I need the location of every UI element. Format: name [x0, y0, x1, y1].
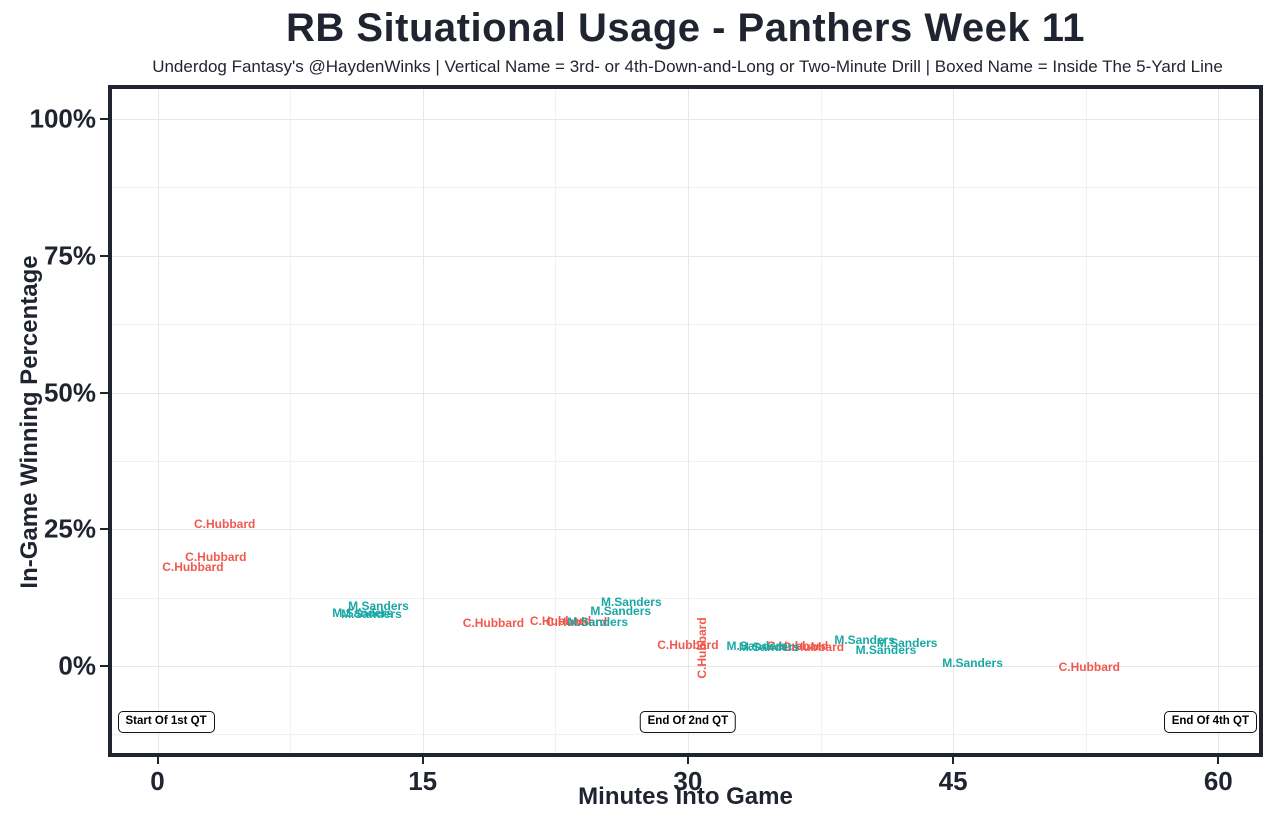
- x-tick-label: 0: [150, 766, 165, 796]
- gridline-x-major: [1218, 89, 1220, 753]
- gridline-x-major: [422, 89, 424, 753]
- data-point-label-msanders: M.Sanders: [726, 638, 788, 653]
- gridline-y-major: [112, 529, 1259, 531]
- gridline-x-minor: [290, 89, 292, 753]
- gridline-y-major: [112, 666, 1259, 667]
- x-tick-label: 30: [673, 766, 703, 796]
- x-tick-mark: [686, 757, 689, 764]
- y-tick-mark: [100, 254, 108, 257]
- gridline-y-minor: [112, 460, 1259, 462]
- chart-subtitle: Underdog Fantasy's @HaydenWinks | Vertic…: [152, 57, 1223, 76]
- data-point-label-msanders: M.Sanders: [567, 615, 629, 630]
- x-tick-mark: [156, 757, 159, 764]
- y-axis-title: In-Game Winning Percentage: [16, 255, 43, 589]
- data-point-label-msanders: M.Sanders: [876, 636, 938, 651]
- annotation-box: End Of 4th QT: [1163, 711, 1257, 734]
- data-point-label-msanders: M.Sanders: [332, 605, 393, 620]
- data-point-label-chubbard: C.Hubbard: [766, 638, 829, 653]
- data-point-label-msanders: M.Sanders: [341, 607, 402, 622]
- gridline-x-minor: [555, 89, 557, 753]
- data-point-label-chubbard: C.Hubbard: [194, 516, 256, 531]
- gridline-y-minor: [112, 597, 1259, 599]
- data-point-label-chubbard: C.Hubbard: [657, 638, 719, 653]
- x-tick-label: 15: [408, 766, 438, 796]
- data-point-label-msanders: M.Sanders: [834, 632, 896, 647]
- y-tick-label: 75%: [43, 240, 96, 271]
- data-point-label-msanders: M.Sanders: [600, 595, 662, 609]
- chart-title: RB Situational Usage - Panthers Week 11: [285, 6, 1085, 50]
- x-tick-mark: [421, 757, 424, 764]
- data-point-label-msanders: M.Sanders: [590, 603, 652, 618]
- x-tick-mark: [1217, 757, 1220, 764]
- annotation-box: End Of 2nd QT: [639, 711, 737, 734]
- data-point-label-chubbard: C.Hubbard: [695, 617, 710, 679]
- data-point-label-chubbard: C.Hubbard: [529, 614, 592, 629]
- data-point-label-chubbard: C.Hubbard: [162, 559, 224, 574]
- y-tick-label: 50%: [43, 377, 96, 407]
- plot-panel: C.Hubbard C.Hubbard C.Hubbard C.Hubbard C.Hu…: [108, 85, 1263, 757]
- data-point-label-chubbard: C.Hubbard: [782, 639, 845, 654]
- gridline-x-major: [157, 89, 159, 753]
- gridline-y-minor: [112, 324, 1259, 326]
- data-point-label-chubbard: C.Hubbard: [462, 615, 525, 630]
- y-tick-label: 0%: [58, 650, 96, 681]
- x-tick-label: 60: [1203, 766, 1233, 796]
- y-tick-mark: [100, 118, 108, 120]
- data-point-label-chubbard: C.Hubbard: [1058, 660, 1120, 675]
- y-tick-label: 25%: [43, 513, 96, 544]
- gridline-y-major: [112, 392, 1259, 394]
- x-axis-title: Minutes Into Game: [578, 783, 793, 810]
- x-tick-label: 45: [938, 766, 968, 796]
- data-point-label-msanders: M.Sanders: [348, 598, 409, 613]
- gridline-x-major: [953, 89, 955, 753]
- data-point-label-chubbard: C.Hubbard: [545, 615, 608, 630]
- x-tick-mark: [952, 757, 955, 764]
- data-point-label-msanders: M.Sanders: [738, 639, 800, 654]
- gridline-y-major: [112, 119, 1259, 120]
- data-point-label-msanders: M.Sanders: [855, 643, 917, 658]
- annotation-box: Start Of 1st QT: [117, 711, 215, 734]
- gridline-x-minor: [820, 89, 822, 753]
- y-tick-mark: [100, 391, 108, 394]
- y-tick-label: 100%: [29, 103, 97, 134]
- y-tick-mark: [100, 665, 108, 667]
- gridline-y-major: [112, 255, 1259, 257]
- gridline-x-major: [687, 89, 689, 753]
- data-point-label-msanders: M.Sanders: [942, 656, 1003, 671]
- gridline-y-minor: [112, 187, 1259, 189]
- data-point-label-chubbard: C.Hubbard: [185, 550, 247, 565]
- y-tick-mark: [100, 528, 108, 531]
- gridline-x-minor: [1085, 89, 1087, 753]
- gridline-y-minor: [112, 734, 1259, 736]
